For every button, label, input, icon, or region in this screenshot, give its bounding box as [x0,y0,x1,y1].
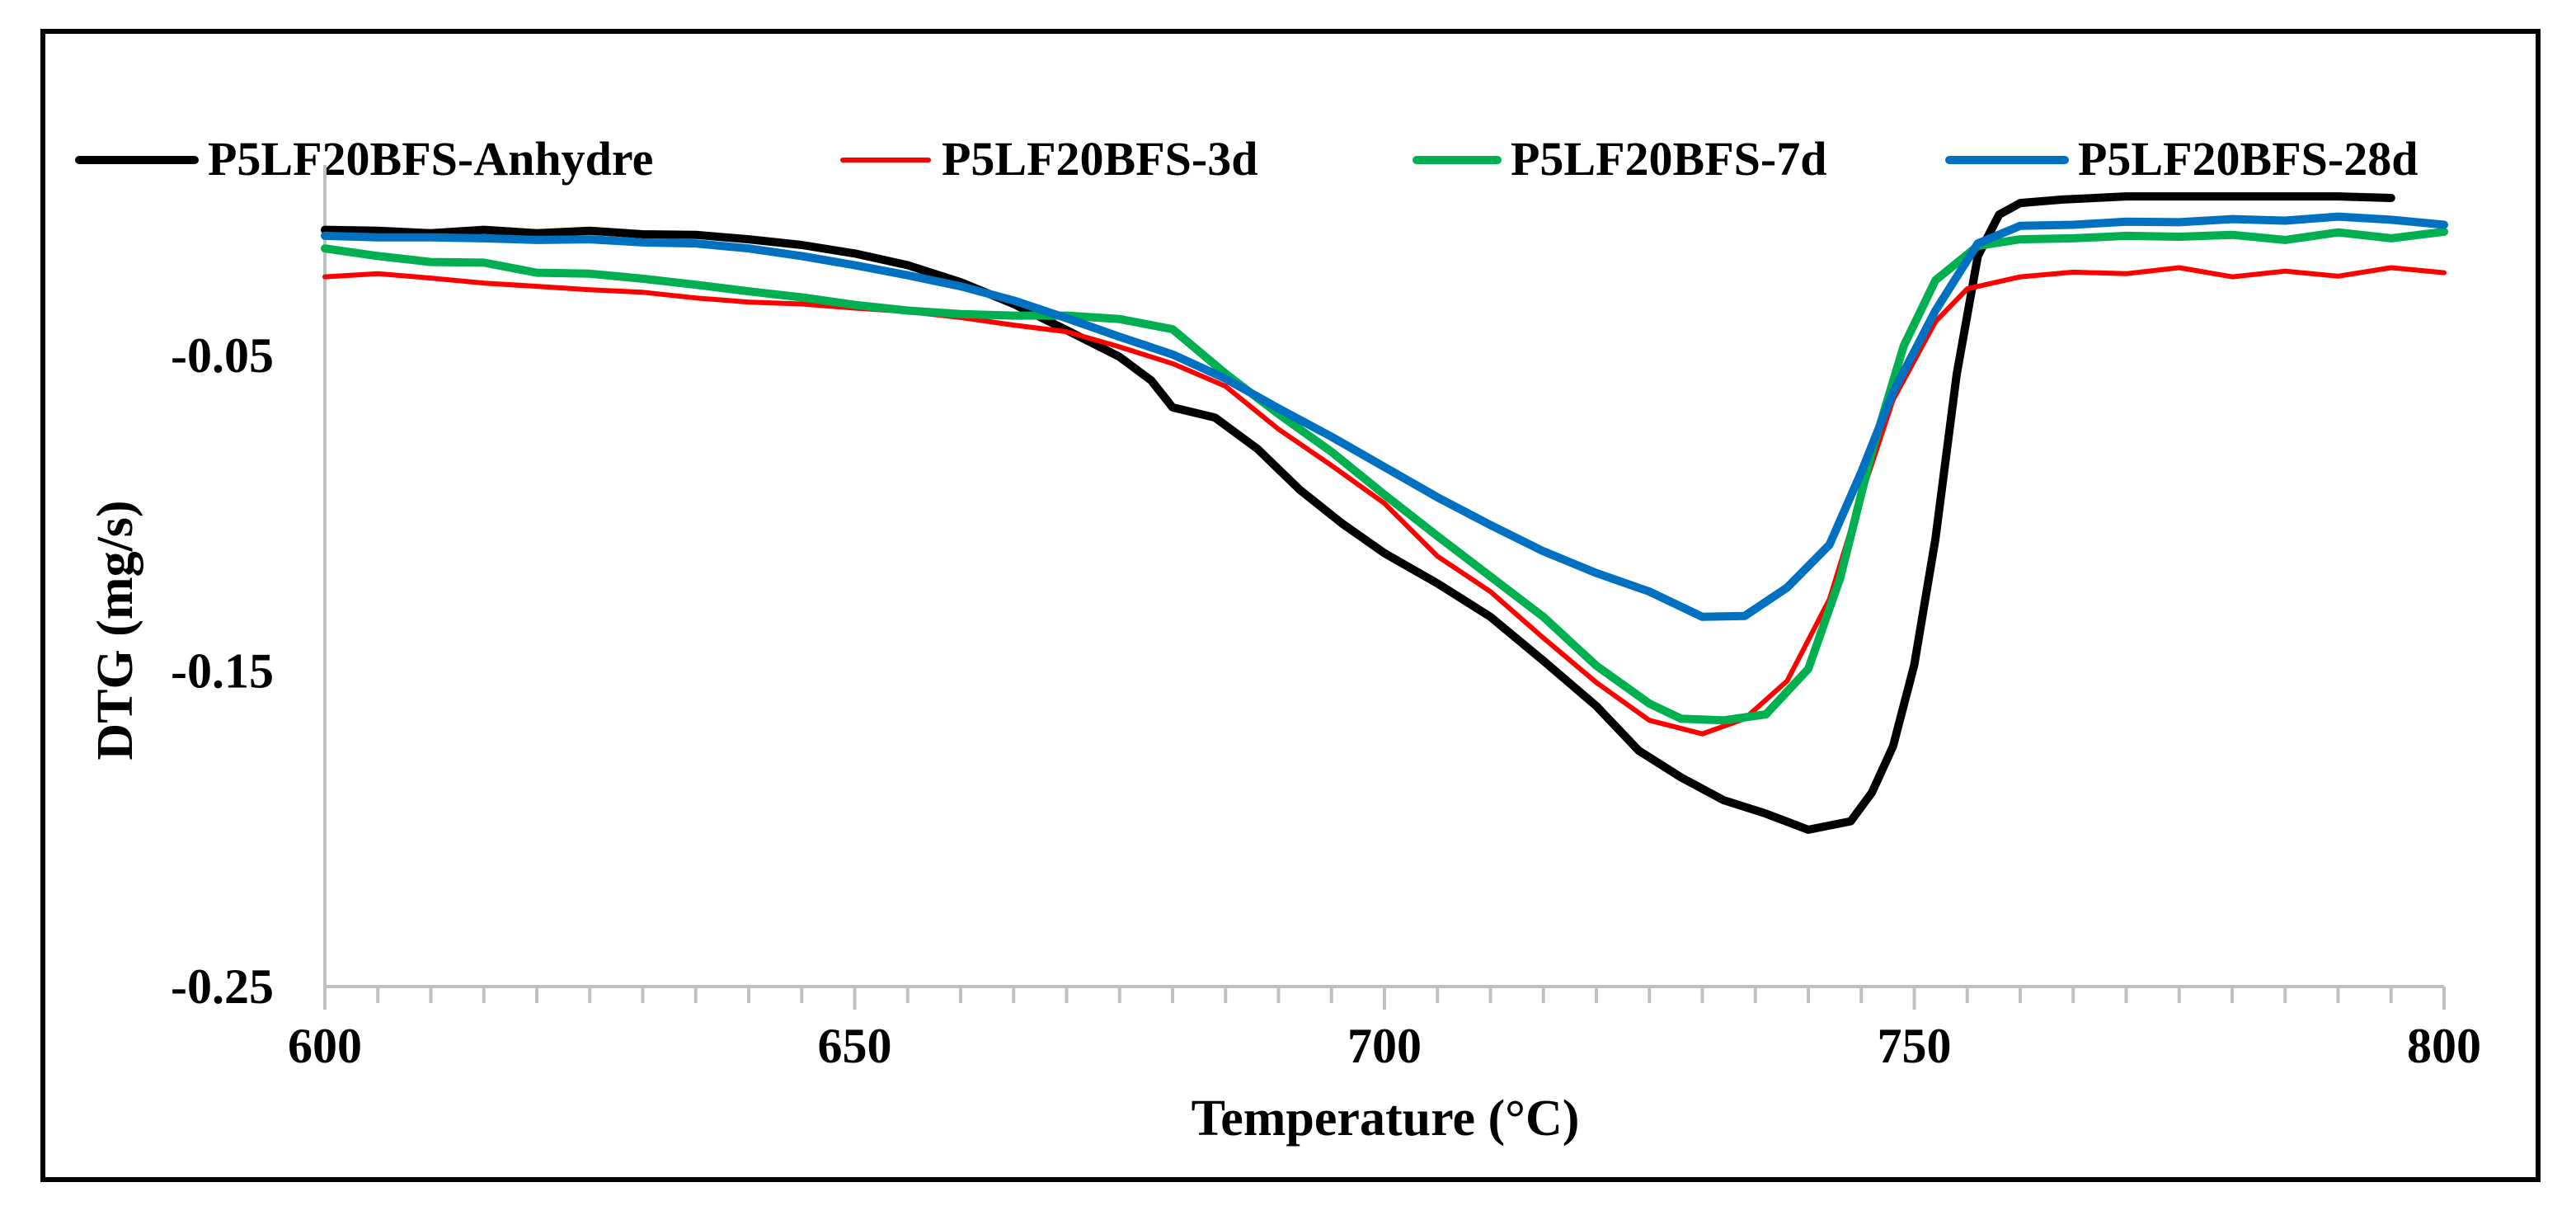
legend-label-3: P5LF20BFS-7d [1511,132,1827,186]
x-tick-label: 800 [2407,1019,2481,1073]
y-tick-label: -0.05 [171,328,274,383]
y-tick-label: -0.15 [171,644,274,699]
y-tick-label: -0.25 [171,959,274,1014]
legend-label-1: P5LF20BFS-Anhydre [208,132,653,186]
y-axis-title: DTG (mg/s) [87,500,143,760]
series-line-4 [321,212,2448,621]
chart-frame [40,29,2541,1182]
series-layer [321,192,2448,834]
legend: P5LF20BFS-Anhydre P5LF20BFS-3d P5LF20BFS-7… [75,132,2419,186]
x-tick-label: 600 [288,1019,362,1073]
series-line-3 [321,227,2448,725]
series-line-1 [321,192,2395,834]
series-line-2 [322,265,2447,737]
x-tick-label: 650 [818,1019,892,1073]
legend-label-2: P5LF20BFS-3d [942,132,1258,186]
legend-label-4: P5LF20BFS-28d [2078,132,2419,186]
x-tick-label: 750 [1878,1019,1952,1073]
x-axis-title: Temperature (°C) [1192,1090,1580,1147]
x-tick-label: 700 [1347,1019,1422,1073]
axes: 600 650 700 750 800 -0.05 -0.15 -0.25 [171,165,2481,1073]
